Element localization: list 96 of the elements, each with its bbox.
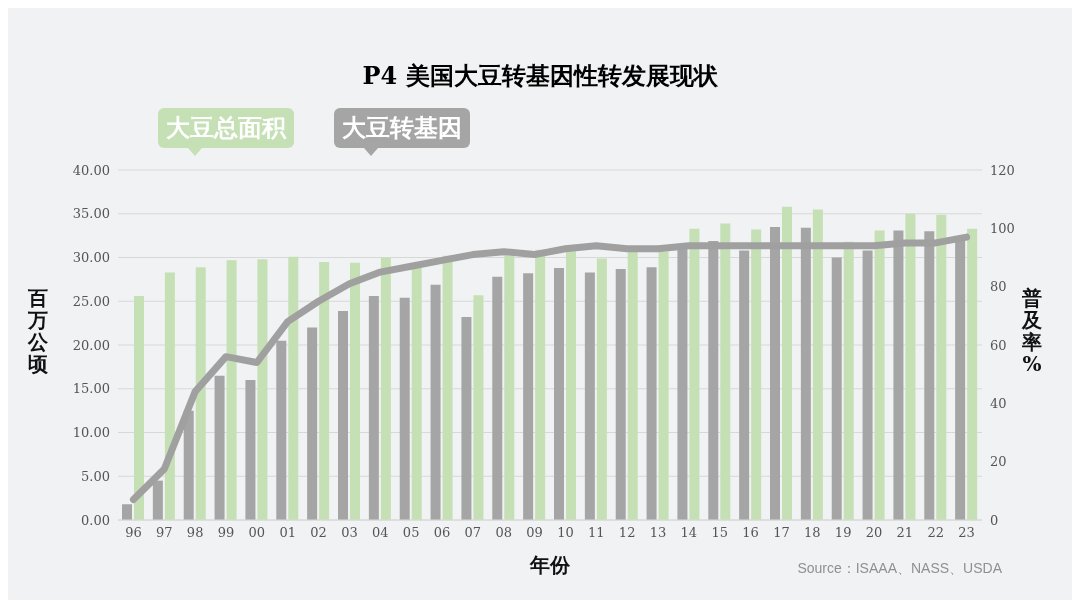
bar xyxy=(566,248,576,520)
x-tick-label: 19 xyxy=(834,525,852,541)
y2-tick-label: 20 xyxy=(990,454,1007,470)
x-tick-label: 23 xyxy=(958,525,975,541)
bar xyxy=(615,268,626,520)
bar xyxy=(164,272,175,520)
bar xyxy=(646,267,657,520)
x-tick-label: 99 xyxy=(217,525,235,541)
x-tick-label: 08 xyxy=(495,525,512,541)
y-axis-title: 百万公顷 xyxy=(27,286,49,376)
bar xyxy=(689,228,700,520)
x-tick-label: 03 xyxy=(341,525,358,541)
bar xyxy=(831,257,842,520)
x-tick-label: 21 xyxy=(896,525,914,541)
x-tick-label: 11 xyxy=(588,525,605,541)
bar xyxy=(473,295,484,520)
bar xyxy=(368,296,379,520)
bar xyxy=(134,296,144,520)
bar xyxy=(350,262,360,520)
bar xyxy=(596,258,607,520)
x-tick-label: 05 xyxy=(402,525,420,541)
y-tick-label: 20.00 xyxy=(72,337,110,353)
bar xyxy=(307,327,318,520)
bar xyxy=(122,504,132,520)
bar xyxy=(319,261,330,520)
y2-axis-title: 普及率% xyxy=(1021,286,1042,376)
chart-title: P4 美国大豆转基因性转发展现状 xyxy=(361,60,719,92)
bar xyxy=(812,209,823,520)
bar xyxy=(739,250,750,520)
x-tick-label: 18 xyxy=(804,525,821,541)
bar xyxy=(245,380,256,520)
bar xyxy=(554,268,564,520)
bar xyxy=(380,257,391,520)
y-tick-label: 40.00 xyxy=(72,162,110,178)
bar xyxy=(862,250,873,520)
bar xyxy=(492,276,503,520)
y2-tick-label: 120 xyxy=(990,162,1015,178)
bar xyxy=(627,250,638,520)
x-tick-label: 01 xyxy=(279,525,296,541)
bar xyxy=(535,249,546,520)
bar xyxy=(751,229,762,520)
y2-tick-label: 0 xyxy=(990,512,999,528)
bar xyxy=(461,317,472,520)
source-note: Source：ISAAA、NASS、USDA xyxy=(797,560,1002,578)
x-tick-label: 04 xyxy=(372,525,389,541)
x-tick-label: 22 xyxy=(927,525,944,541)
x-tick-label: 12 xyxy=(618,525,636,541)
x-tick-label: 10 xyxy=(557,525,574,541)
text: 大豆转基因 xyxy=(334,108,470,148)
y2-tick-label: 40 xyxy=(990,395,1007,411)
bar xyxy=(214,375,225,520)
x-tick-label: 15 xyxy=(711,525,728,541)
x-tick-label: 14 xyxy=(680,525,698,541)
bar xyxy=(399,297,410,520)
bar xyxy=(430,284,441,520)
y-tick-label: 0.00 xyxy=(81,512,110,528)
bar xyxy=(257,259,268,520)
bar xyxy=(936,214,947,520)
bar xyxy=(338,310,348,520)
bar xyxy=(195,267,206,520)
y-tick-label: 10.00 xyxy=(72,425,110,441)
x-tick-label: 09 xyxy=(526,525,543,541)
bar xyxy=(874,230,885,520)
x-tick-label: 98 xyxy=(186,525,204,541)
y2-tick-label: 60 xyxy=(990,337,1007,353)
x-tick-label: 20 xyxy=(865,525,883,541)
bar xyxy=(658,251,669,520)
bar xyxy=(411,266,422,520)
y-tick-label: 25.00 xyxy=(72,293,110,309)
bar xyxy=(226,260,237,520)
bar xyxy=(720,223,731,520)
bar xyxy=(967,228,978,520)
x-tick-label: 00 xyxy=(248,525,266,541)
y2-tick-label: 100 xyxy=(990,220,1015,236)
bar xyxy=(905,213,916,520)
text: 大豆总面积 xyxy=(158,108,294,148)
x-tick-label: 07 xyxy=(464,525,482,541)
bar xyxy=(504,255,515,520)
bar xyxy=(782,206,792,520)
x-tick-label: 97 xyxy=(156,525,173,541)
x-tick-label: 06 xyxy=(433,525,451,541)
x-tick-label: 16 xyxy=(742,525,759,541)
x-tick-label: 02 xyxy=(310,525,327,541)
bar xyxy=(523,273,534,520)
y-tick-label: 30.00 xyxy=(72,250,110,266)
y2-tick-label: 80 xyxy=(990,279,1007,295)
bar xyxy=(288,256,299,520)
x-tick-label: 96 xyxy=(125,525,142,541)
y-tick-label: 15.00 xyxy=(72,381,110,397)
y-tick-label: 5.00 xyxy=(81,468,110,484)
x-axis-title: 年份 xyxy=(529,553,571,577)
bar xyxy=(584,272,595,520)
y-tick-label: 35.00 xyxy=(72,206,110,222)
x-tick-label: 17 xyxy=(773,525,790,541)
x-tick-label: 13 xyxy=(649,525,667,541)
bar xyxy=(442,255,453,520)
